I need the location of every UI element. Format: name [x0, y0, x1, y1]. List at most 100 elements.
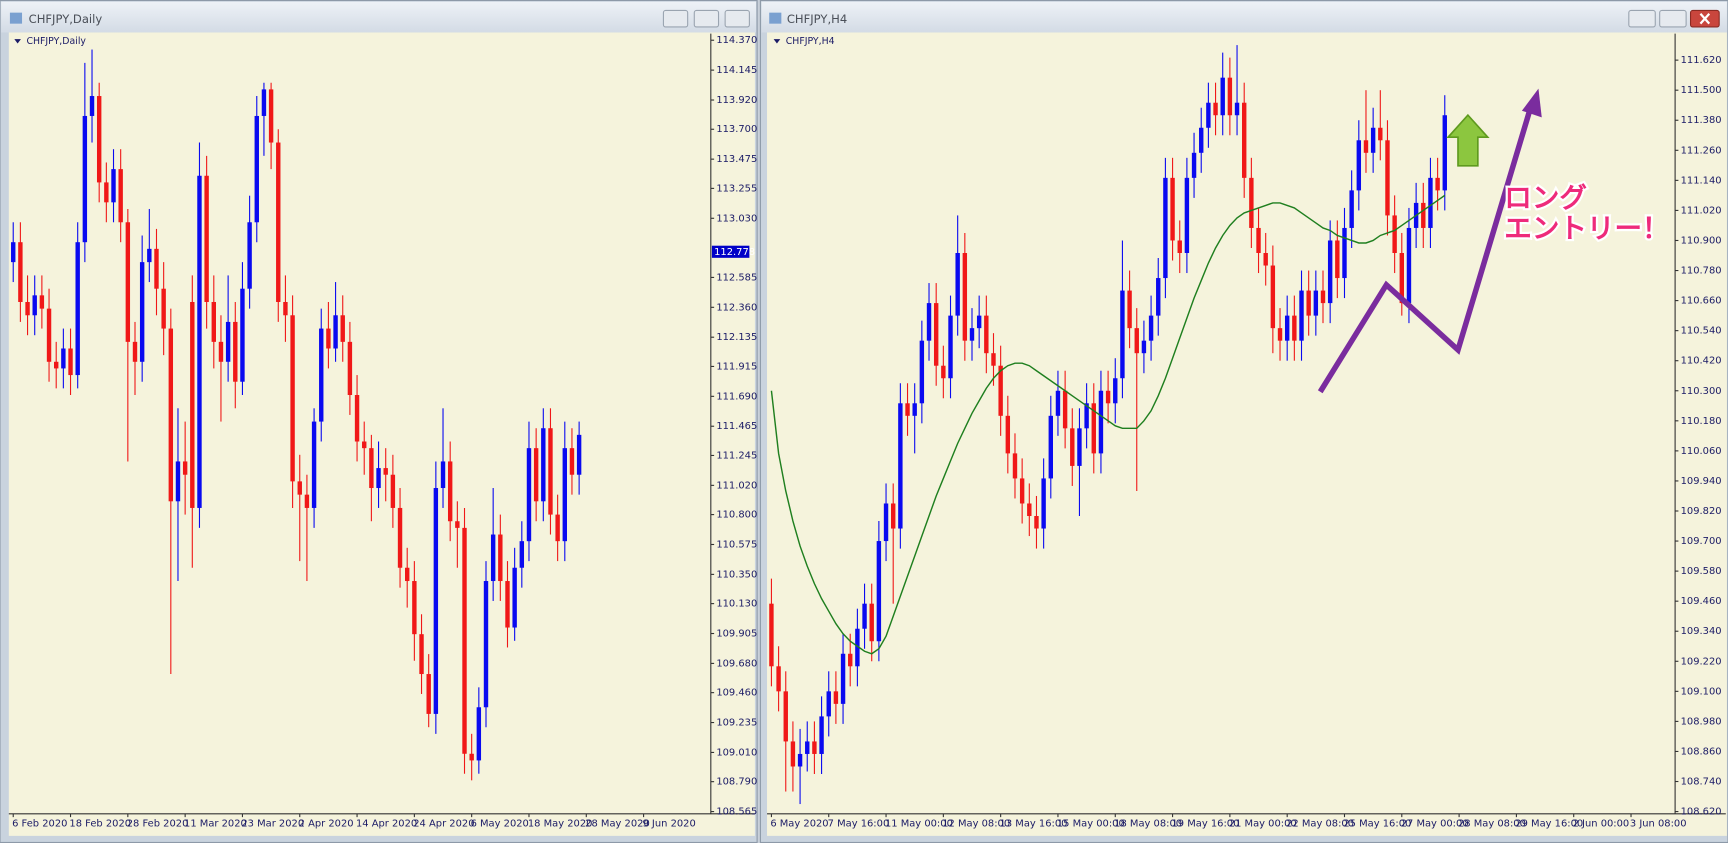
- candle-body: [419, 634, 424, 675]
- candle-body: [1270, 265, 1276, 329]
- y-tick-label: 109.580: [1681, 566, 1722, 577]
- y-tick-label: 111.140: [1681, 175, 1722, 186]
- candle-body: [1070, 428, 1075, 466]
- candle-body: [1098, 390, 1104, 454]
- annotation-line-1: ロング: [1504, 182, 1587, 214]
- y-tick-label: 111.465: [716, 421, 757, 432]
- candle-body: [1421, 202, 1426, 228]
- candle-body: [1342, 227, 1347, 279]
- y-tick-label: 108.790: [716, 777, 757, 788]
- candle-body: [1242, 102, 1247, 178]
- y-tick-label: 109.220: [1681, 656, 1722, 667]
- candle-body: [1392, 215, 1397, 254]
- candle-body: [233, 321, 238, 382]
- candle-body: [912, 403, 917, 416]
- candle-body: [268, 89, 274, 143]
- candle-body: [1012, 453, 1018, 479]
- candle-body: [290, 315, 295, 482]
- candle-body: [39, 295, 45, 309]
- y-tick-label: 111.245: [716, 450, 757, 461]
- candle-body: [11, 242, 16, 263]
- candle-body: [1442, 115, 1447, 191]
- chart-menu-arrow[interactable]: [14, 39, 21, 44]
- y-tick-label: 110.575: [716, 539, 757, 550]
- candle-body: [519, 541, 525, 568]
- candle-body: [1363, 140, 1369, 153]
- maximize-button[interactable]: [693, 9, 720, 28]
- candle-body: [533, 448, 539, 502]
- candle-body: [297, 481, 302, 495]
- candle-body: [111, 169, 116, 203]
- y-tick-label: 108.860: [1681, 746, 1722, 757]
- candle-body: [1313, 290, 1319, 316]
- x-tick-label: 11 May 00:00: [885, 819, 953, 830]
- zigzag-arrow: [1317, 109, 1533, 394]
- candle-body: [1141, 340, 1147, 354]
- candle-body: [1184, 177, 1190, 254]
- candle-body: [197, 175, 202, 508]
- candle-body: [1399, 253, 1404, 304]
- y-tick-label: 112.585: [716, 272, 757, 283]
- y-tick-label: 111.380: [1681, 115, 1722, 126]
- chart-area: [767, 32, 1727, 836]
- candle-body: [383, 468, 388, 475]
- candle-body: [1120, 290, 1125, 379]
- candle-body: [776, 666, 781, 692]
- y-tick-label: 114.370: [716, 35, 757, 46]
- candle-body: [54, 361, 59, 369]
- window-title: CHFJPY,Daily: [29, 12, 103, 26]
- candle-body: [283, 301, 288, 316]
- candle-body: [1349, 190, 1354, 228]
- y-tick-label: 112.135: [716, 332, 757, 343]
- candle-body: [1177, 240, 1182, 254]
- candle-body: [848, 653, 853, 667]
- candle-body: [1019, 478, 1025, 504]
- x-tick-label: 19 May 16:00: [1171, 819, 1239, 830]
- x-tick-label: 7 May 16:00: [828, 819, 890, 830]
- candle-body: [397, 507, 403, 568]
- candle-body: [218, 341, 224, 362]
- candle-body: [1062, 390, 1068, 429]
- x-tick-label: 28 Feb 2020: [127, 819, 189, 830]
- window-icon: [769, 12, 782, 24]
- y-tick-label: 108.620: [1681, 807, 1722, 818]
- chart-menu-arrow[interactable]: [773, 39, 781, 44]
- candle-body: [562, 448, 567, 542]
- y-tick-label: 109.905: [716, 629, 757, 640]
- candle-body: [1156, 278, 1161, 316]
- y-tick-label: 110.420: [1681, 356, 1722, 367]
- candle-body: [969, 328, 975, 341]
- candle-body: [326, 328, 331, 349]
- candle-body: [1356, 140, 1362, 191]
- y-tick-label: 110.060: [1681, 446, 1722, 457]
- close-button[interactable]: [724, 9, 750, 28]
- minimize-button[interactable]: [1628, 9, 1656, 28]
- window-icon: [9, 12, 23, 24]
- candle-body: [1263, 253, 1268, 266]
- y-tick-label: 110.300: [1681, 386, 1722, 397]
- annotation-overlay: ロング エントリー！: [1317, 88, 1672, 394]
- x-tick-label: 28 May 2020: [585, 819, 650, 830]
- candle-body: [304, 494, 310, 508]
- candle-body: [261, 89, 267, 116]
- y-tick-label: 113.920: [716, 95, 757, 106]
- y-tick-label: 108.740: [1681, 777, 1722, 788]
- candle-body: [168, 328, 174, 502]
- candle-body: [469, 753, 474, 761]
- candle-body: [541, 428, 546, 502]
- candle-body: [855, 628, 860, 667]
- maximize-button[interactable]: [1659, 9, 1687, 28]
- x-tick-label: 6 Feb 2020: [12, 819, 67, 830]
- candle-body: [905, 403, 910, 416]
- candle-body: [1385, 140, 1390, 216]
- y-tick-label: 109.940: [1681, 476, 1722, 487]
- candle-body: [526, 448, 532, 542]
- y-tick-label: 111.915: [716, 361, 757, 372]
- y-tick-label: 112.360: [716, 302, 757, 313]
- candle-body: [1284, 315, 1290, 341]
- y-tick-label: 109.100: [1681, 686, 1722, 697]
- x-tick-label: 18 May 08:00: [1114, 819, 1182, 830]
- candle-body: [1428, 177, 1433, 228]
- minimize-button[interactable]: [662, 9, 689, 28]
